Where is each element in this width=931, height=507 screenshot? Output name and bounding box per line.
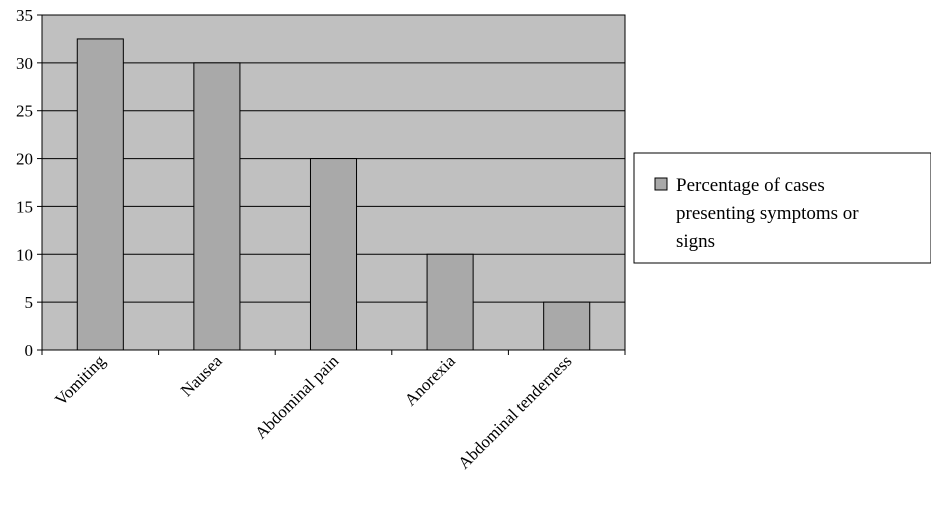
x-category-label: Nausea <box>177 351 226 400</box>
x-category-label: Abdominal pain <box>251 351 343 443</box>
y-tick-label: 5 <box>25 293 34 312</box>
x-category-label: Abdominal tenderness <box>454 351 575 472</box>
bars <box>76 38 591 351</box>
x-category-label: Anorexia <box>401 351 459 409</box>
y-tick-label: 20 <box>16 150 33 169</box>
legend: Percentage of cases presenting symptoms … <box>633 152 931 264</box>
grid-lines <box>42 62 625 303</box>
bar <box>543 301 591 351</box>
bar <box>76 38 124 351</box>
bar <box>193 62 241 351</box>
legend-label-line-2: presenting symptoms or <box>676 203 859 224</box>
x-axis: Vomiting Nausea Abdominal pain AnorexiaAbdo… <box>41 350 626 473</box>
y-axis: 0 5 10 15 20 25 30 35 <box>16 6 42 360</box>
bar <box>309 158 358 351</box>
y-tick-label: 10 <box>16 245 33 264</box>
legend-swatch <box>654 177 668 191</box>
y-tick-label: 15 <box>16 197 33 216</box>
y-tick-label: 25 <box>16 102 33 121</box>
bar <box>426 253 474 351</box>
legend-box <box>633 152 931 264</box>
legend-label-line-1: Percentage of cases <box>676 175 825 196</box>
legend-label-line-3: signs <box>676 231 715 252</box>
y-tick-label: 0 <box>25 341 34 360</box>
y-tick-label: 35 <box>16 6 33 25</box>
y-tick-label: 30 <box>16 54 33 73</box>
x-category-label: Vomiting <box>51 351 109 409</box>
